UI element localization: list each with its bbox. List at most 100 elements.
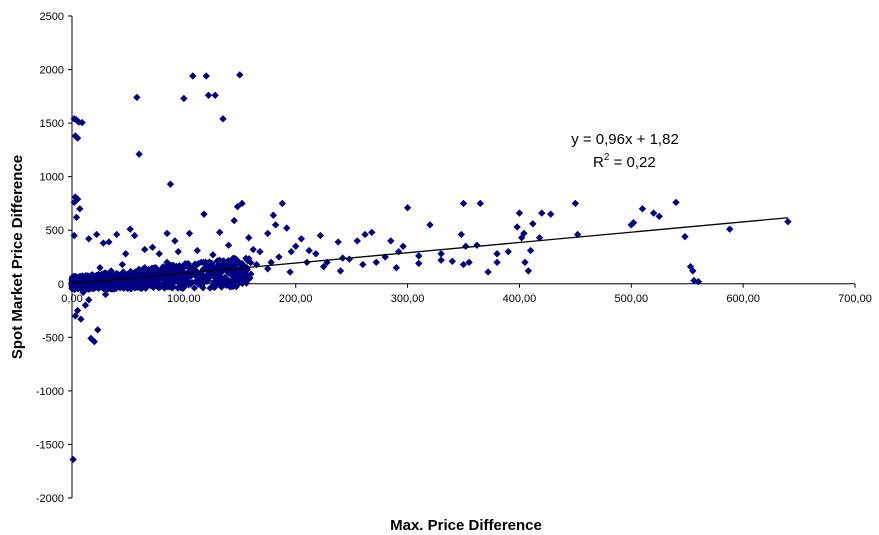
- x-tick-label: 400,00: [503, 293, 537, 305]
- scatter-point: [312, 250, 320, 258]
- cluster-point: [247, 270, 255, 278]
- cluster-point: [192, 278, 200, 286]
- scatter-point: [426, 221, 434, 229]
- scatter-point: [457, 230, 465, 239]
- scatter-point: [504, 247, 512, 256]
- scatter-point: [484, 268, 492, 276]
- scatter-point: [204, 91, 213, 99]
- scatter-point: [287, 247, 295, 256]
- scatter-point: [196, 271, 205, 279]
- scatter-point: [85, 296, 93, 304]
- scatter-point: [211, 91, 219, 99]
- scatter-point: [316, 231, 324, 240]
- cluster-point: [88, 284, 96, 292]
- y-tick-label: -500: [42, 332, 64, 344]
- scatter-point: [79, 288, 87, 297]
- scatter-point: [515, 209, 524, 217]
- cluster-point: [239, 277, 247, 285]
- cluster-point: [229, 271, 237, 279]
- scatter-point: [493, 258, 501, 267]
- scatter-point: [726, 225, 734, 233]
- scatter-point: [524, 267, 533, 275]
- x-tick-label: 700,00: [838, 293, 872, 305]
- scatter-point: [269, 211, 278, 219]
- r-squared-value: = 0,22: [609, 154, 655, 171]
- scatter-point: [459, 199, 468, 208]
- scatter-point: [189, 72, 197, 80]
- cluster-point: [199, 280, 207, 288]
- cluster-point: [167, 281, 175, 289]
- scatter-point: [415, 252, 423, 260]
- scatter-point: [493, 250, 501, 258]
- scatter-point: [473, 241, 481, 249]
- y-tick-label: 0: [58, 279, 64, 291]
- y-tick-label: 500: [46, 225, 64, 237]
- cluster-point: [179, 284, 187, 292]
- scatter-point: [672, 198, 680, 207]
- axes: -2000 -1500 -1000 -500 0 500 1000 1500 2000 2500 0…: [36, 11, 872, 505]
- cluster-point: [72, 272, 80, 280]
- r-squared-prefix: R: [593, 154, 604, 171]
- scatter-point: [334, 238, 342, 246]
- cluster-point: [247, 259, 255, 267]
- cluster-point: [146, 267, 154, 275]
- cluster-point: [228, 277, 236, 285]
- scatter-point: [345, 255, 354, 263]
- scatter-point: [105, 238, 113, 246]
- trendline-group: [71, 217, 788, 285]
- scatter-point: [392, 264, 401, 272]
- scatter-point: [233, 202, 242, 211]
- scatter-point: [71, 312, 80, 320]
- cluster-point: [170, 273, 178, 281]
- scatter-point: [135, 150, 143, 158]
- scatter-point: [437, 256, 445, 264]
- scatter-point: [166, 180, 175, 188]
- cluster-point: [68, 279, 76, 287]
- cluster-point: [72, 283, 80, 291]
- scatter-point: [372, 258, 380, 267]
- scatter-point: [69, 455, 77, 464]
- x-tick-label: 600,00: [726, 293, 760, 305]
- y-tick-label: 2500: [40, 11, 64, 23]
- scatter-point: [278, 199, 286, 208]
- scatter-point: [70, 198, 78, 207]
- x-tick-label: 100,00: [167, 293, 201, 305]
- cluster-point: [101, 269, 109, 277]
- scatter-point: [538, 209, 546, 217]
- cluster-point: [84, 273, 92, 281]
- trendline-equation: y = 0,96x + 1,82: [571, 131, 679, 148]
- scatter-point: [101, 290, 110, 299]
- scatter-point: [126, 225, 134, 233]
- scatter-point: [202, 72, 210, 80]
- scatter-point: [224, 241, 233, 249]
- cluster-point: [213, 262, 221, 270]
- scatter-points: [68, 71, 792, 464]
- scatter-point: [215, 228, 224, 237]
- cluster-point: [179, 262, 187, 270]
- scatter-point: [476, 199, 484, 208]
- cluster-point: [177, 275, 185, 284]
- scatter-point: [459, 260, 468, 269]
- cluster-point: [136, 284, 144, 292]
- cluster-point: [100, 277, 108, 285]
- scatter-point: [297, 235, 305, 243]
- x-axis-title: Max. Price Difference: [390, 517, 542, 534]
- cluster-point: [146, 273, 154, 281]
- scatter-point: [264, 229, 272, 238]
- scatter-point: [174, 247, 182, 256]
- scatter-point: [130, 231, 139, 240]
- scatter-point: [141, 245, 149, 254]
- scatter-point: [70, 231, 78, 240]
- scatter-point: [571, 199, 580, 208]
- cluster-point: [238, 259, 246, 267]
- scatter-point: [267, 258, 275, 267]
- x-tick-label: 500,00: [614, 293, 648, 305]
- cluster-point: [156, 284, 164, 292]
- scatter-point: [547, 210, 555, 218]
- scatter-point: [415, 259, 423, 268]
- scatter-point: [638, 205, 647, 213]
- scatter-point: [286, 268, 294, 276]
- x-tick-label: 300,00: [391, 293, 425, 305]
- scatter-point: [94, 326, 102, 334]
- scatter-point: [209, 251, 217, 259]
